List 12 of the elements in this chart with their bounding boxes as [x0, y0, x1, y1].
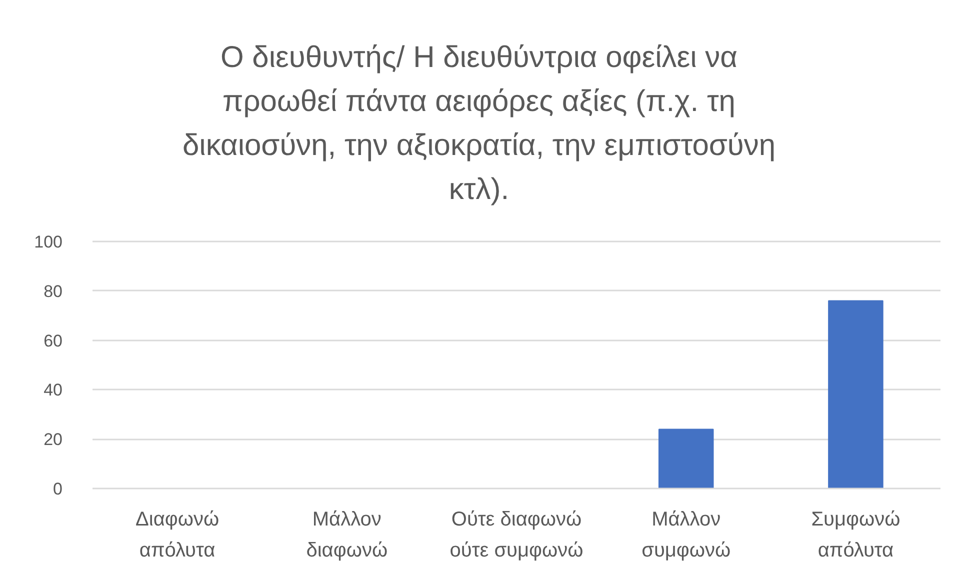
y-tick-label: 20 [44, 430, 63, 450]
y-tick-label: 60 [44, 331, 63, 350]
y-tick-label: 80 [44, 282, 63, 301]
x-tick-label: Ούτε διαφωνώ ούτε συμφωνώ [450, 508, 584, 562]
chart-title: Ο διευθυντής/ Η διευθύντρια οφείλει να προωθεί πάντα αειφόρες αξίες (π.χ. τη δικαιοσύνη, την αξιοκρατία, την εμπιστοσύνη κτλ). [182, 40, 776, 208]
x-tick-label: Συμφωνώ απόλυτα [811, 508, 900, 562]
y-tick-label: 100 [34, 232, 63, 252]
y-tick-label: 0 [53, 480, 63, 498]
x-tick-label: Μάλλον συμφωνώ [642, 508, 731, 562]
y-tick-label: 40 [44, 380, 63, 400]
x-tick-label: Διαφωνώ απόλυτα [136, 508, 220, 562]
x-tick-label: Μάλλον διαφωνώ [306, 508, 388, 562]
